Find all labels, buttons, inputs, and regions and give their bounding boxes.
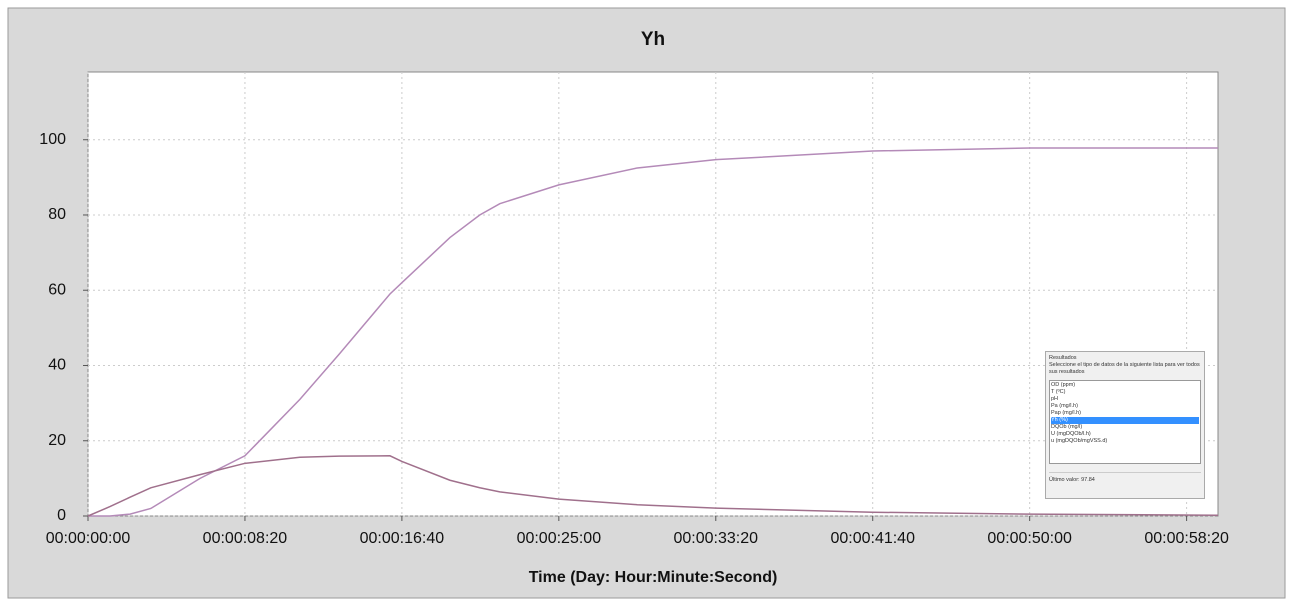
list-item[interactable]: DQOb (mg/l) (1051, 424, 1083, 430)
panel-instruction: Seleccione el tipo de datos de la siguie… (1049, 362, 1200, 375)
x-tick-label: 00:00:25:00 (517, 530, 602, 547)
chart-title: Yh (641, 29, 665, 50)
list-item[interactable]: Pap (mg/l.h) (1051, 410, 1081, 416)
y-tick-label: 40 (48, 357, 66, 374)
list-item[interactable]: Pa (mg/l.h) (1051, 403, 1078, 409)
y-tick-label: 60 (48, 281, 66, 298)
series-line (88, 147, 1218, 517)
y-tick-label: 20 (48, 432, 66, 449)
list-item[interactable]: U (mgDQOb/l.h) (1051, 431, 1091, 437)
x-tick-label: 00:00:08:20 (203, 530, 288, 547)
x-tick-label: 00:00:33:20 (674, 530, 759, 547)
results-panel: Resultados Seleccione el tipo de datos d… (1045, 351, 1205, 499)
result-list[interactable]: OD (ppm) T (ºC) pH Pa (mg/l.h) Pap (mg/l.h) Y… (1049, 380, 1201, 464)
list-item[interactable]: pH (1051, 396, 1059, 402)
last-value-row: Último valor: 97.84 (1049, 472, 1201, 484)
list-item[interactable]: u (mgDQOb/mgVSS.d) (1051, 438, 1108, 444)
x-tick-label: 00:00:16:40 (360, 530, 445, 547)
y-tick-label: 0 (57, 507, 66, 524)
x-tick-label: 00:00:00:00 (46, 530, 131, 547)
list-item[interactable]: Yh (%) (1051, 417, 1199, 424)
x-tick-label: 00:00:58:20 (1144, 530, 1229, 547)
series-line (87, 455, 1219, 517)
x-tick-label: 00:00:50:00 (987, 530, 1072, 547)
last-value: 97.84 (1081, 477, 1095, 483)
list-item[interactable]: T (ºC) (1051, 389, 1066, 395)
x-tick-label: 00:00:41:40 (830, 530, 915, 547)
list-item[interactable]: OD (ppm) (1051, 382, 1076, 388)
last-label: Último valor: (1049, 477, 1080, 483)
x-axis-label: Time (Day: Hour:Minute:Second) (529, 569, 778, 586)
panel-title: Resultados (1049, 355, 1077, 361)
y-tick-label: 80 (48, 206, 66, 223)
y-tick-label: 100 (39, 131, 66, 148)
